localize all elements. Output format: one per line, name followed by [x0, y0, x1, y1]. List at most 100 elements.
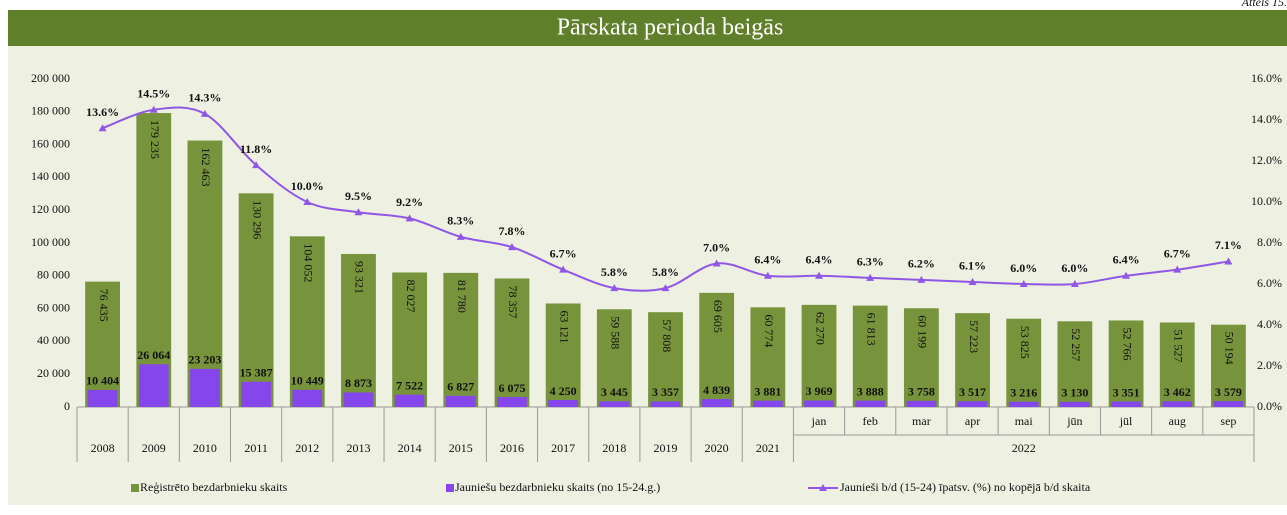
data-label: 104 052: [302, 243, 316, 282]
x-tick-label: 2008: [91, 441, 115, 455]
data-label: 6.3%: [857, 255, 884, 269]
bar: [753, 400, 783, 407]
line-marker: [712, 259, 721, 267]
y-tick-label: 120 000: [31, 202, 70, 216]
y2-tick-label: 6.0%: [1257, 276, 1282, 290]
bar: [750, 307, 786, 407]
data-label: 6.7%: [1164, 246, 1191, 260]
x-group-label: 2022: [1012, 441, 1036, 455]
x-tick-label: 2016: [500, 441, 524, 455]
data-label: 6.0%: [1061, 261, 1088, 275]
line-marker: [149, 105, 158, 113]
data-label: 63 121: [557, 310, 571, 343]
x-tick-label: mai: [1015, 414, 1034, 428]
line-marker: [1173, 265, 1182, 273]
data-label: 7.0%: [703, 240, 730, 254]
title-band: [8, 10, 1287, 46]
line-marker: [1070, 280, 1079, 287]
bar: [701, 399, 732, 407]
bar: [1162, 401, 1193, 407]
x-tick-label: 2014: [398, 441, 422, 455]
y-tick-label: 180 000: [31, 104, 70, 118]
data-label: 53 825: [1018, 326, 1032, 359]
x-tick-label: 2012: [295, 441, 319, 455]
x-tick-label: 2018: [602, 441, 626, 455]
bar: [1057, 321, 1093, 407]
data-label: 6.0%: [1010, 261, 1037, 275]
y2-tick-label: 12.0%: [1251, 153, 1282, 167]
data-label: 13.6%: [86, 105, 119, 119]
line-marker: [559, 265, 568, 273]
y-tick-label: 100 000: [31, 235, 70, 249]
bar: [906, 400, 937, 407]
data-label: 179 235: [148, 120, 162, 159]
data-label: 60 199: [916, 315, 930, 348]
bar: [599, 401, 630, 407]
x-tick-label: jūl: [1119, 414, 1133, 428]
bar: [241, 381, 271, 407]
x-tick-label: 2019: [654, 441, 678, 455]
legend-swatch: [819, 484, 827, 491]
bar: [85, 281, 120, 407]
bar: [494, 278, 530, 407]
bar: [1111, 401, 1141, 407]
bar: [1213, 401, 1244, 407]
data-label: 61 813: [864, 313, 878, 346]
data-label: 26 064: [137, 348, 170, 362]
y-tick-label: 140 000: [31, 169, 70, 183]
legend-label: Jauniešu bezdarbnieku skaits (no 15-24.g…: [455, 480, 660, 494]
y-tick-label: 80 000: [37, 268, 70, 282]
line-marker: [1224, 257, 1233, 265]
data-label: 3 888: [857, 384, 884, 398]
x-tick-label: aug: [1169, 414, 1186, 428]
data-label: 6 075: [498, 381, 525, 395]
data-label: 162 463: [199, 148, 213, 187]
data-label: 3 445: [601, 385, 628, 399]
data-label: 130 296: [250, 200, 264, 239]
legend-swatch: [446, 484, 454, 492]
data-label: 3 579: [1215, 385, 1242, 399]
y-tick-label: 40 000: [37, 333, 70, 347]
data-label: 4 839: [703, 383, 730, 397]
bar: [903, 308, 939, 407]
bar: [855, 400, 886, 407]
data-label: 3 351: [1113, 385, 1140, 399]
data-label: 7 522: [396, 378, 423, 392]
figure-label: Attēls 15.: [1241, 0, 1287, 9]
line-marker: [507, 243, 516, 251]
x-tick-label: 2021: [756, 441, 780, 455]
data-label: 9.5%: [345, 189, 372, 203]
bar: [1159, 322, 1195, 407]
line-marker: [405, 214, 414, 222]
bar: [596, 309, 632, 407]
y2-tick-label: 16.0%: [1251, 71, 1282, 85]
y-tick-label: 200 000: [31, 71, 70, 85]
line-marker: [815, 271, 824, 279]
bar: [801, 304, 837, 407]
bar: [87, 389, 118, 407]
x-tick-label: feb: [863, 414, 878, 428]
data-label: 11.8%: [240, 142, 272, 156]
line-marker: [968, 277, 977, 285]
y2-tick-label: 4.0%: [1257, 317, 1282, 331]
bar: [804, 400, 834, 407]
data-label: 8.3%: [447, 214, 474, 228]
data-label: 4 250: [550, 384, 577, 398]
bar: [289, 236, 325, 407]
bar: [955, 313, 990, 407]
x-tick-label: mar: [912, 414, 931, 428]
bar: [497, 397, 527, 407]
bar: [957, 401, 988, 407]
data-label: 3 130: [1061, 386, 1088, 400]
line-marker: [354, 208, 363, 216]
bar: [445, 395, 476, 407]
y-tick-label: 160 000: [31, 136, 70, 150]
data-label: 3 517: [959, 385, 986, 399]
y2-tick-label: 10.0%: [1251, 194, 1282, 208]
x-tick-label: apr: [965, 414, 980, 428]
x-tick-label: 2015: [449, 441, 473, 455]
data-label: 3 462: [1164, 385, 1191, 399]
bar: [852, 305, 888, 407]
data-label: 51 527: [1171, 329, 1185, 362]
